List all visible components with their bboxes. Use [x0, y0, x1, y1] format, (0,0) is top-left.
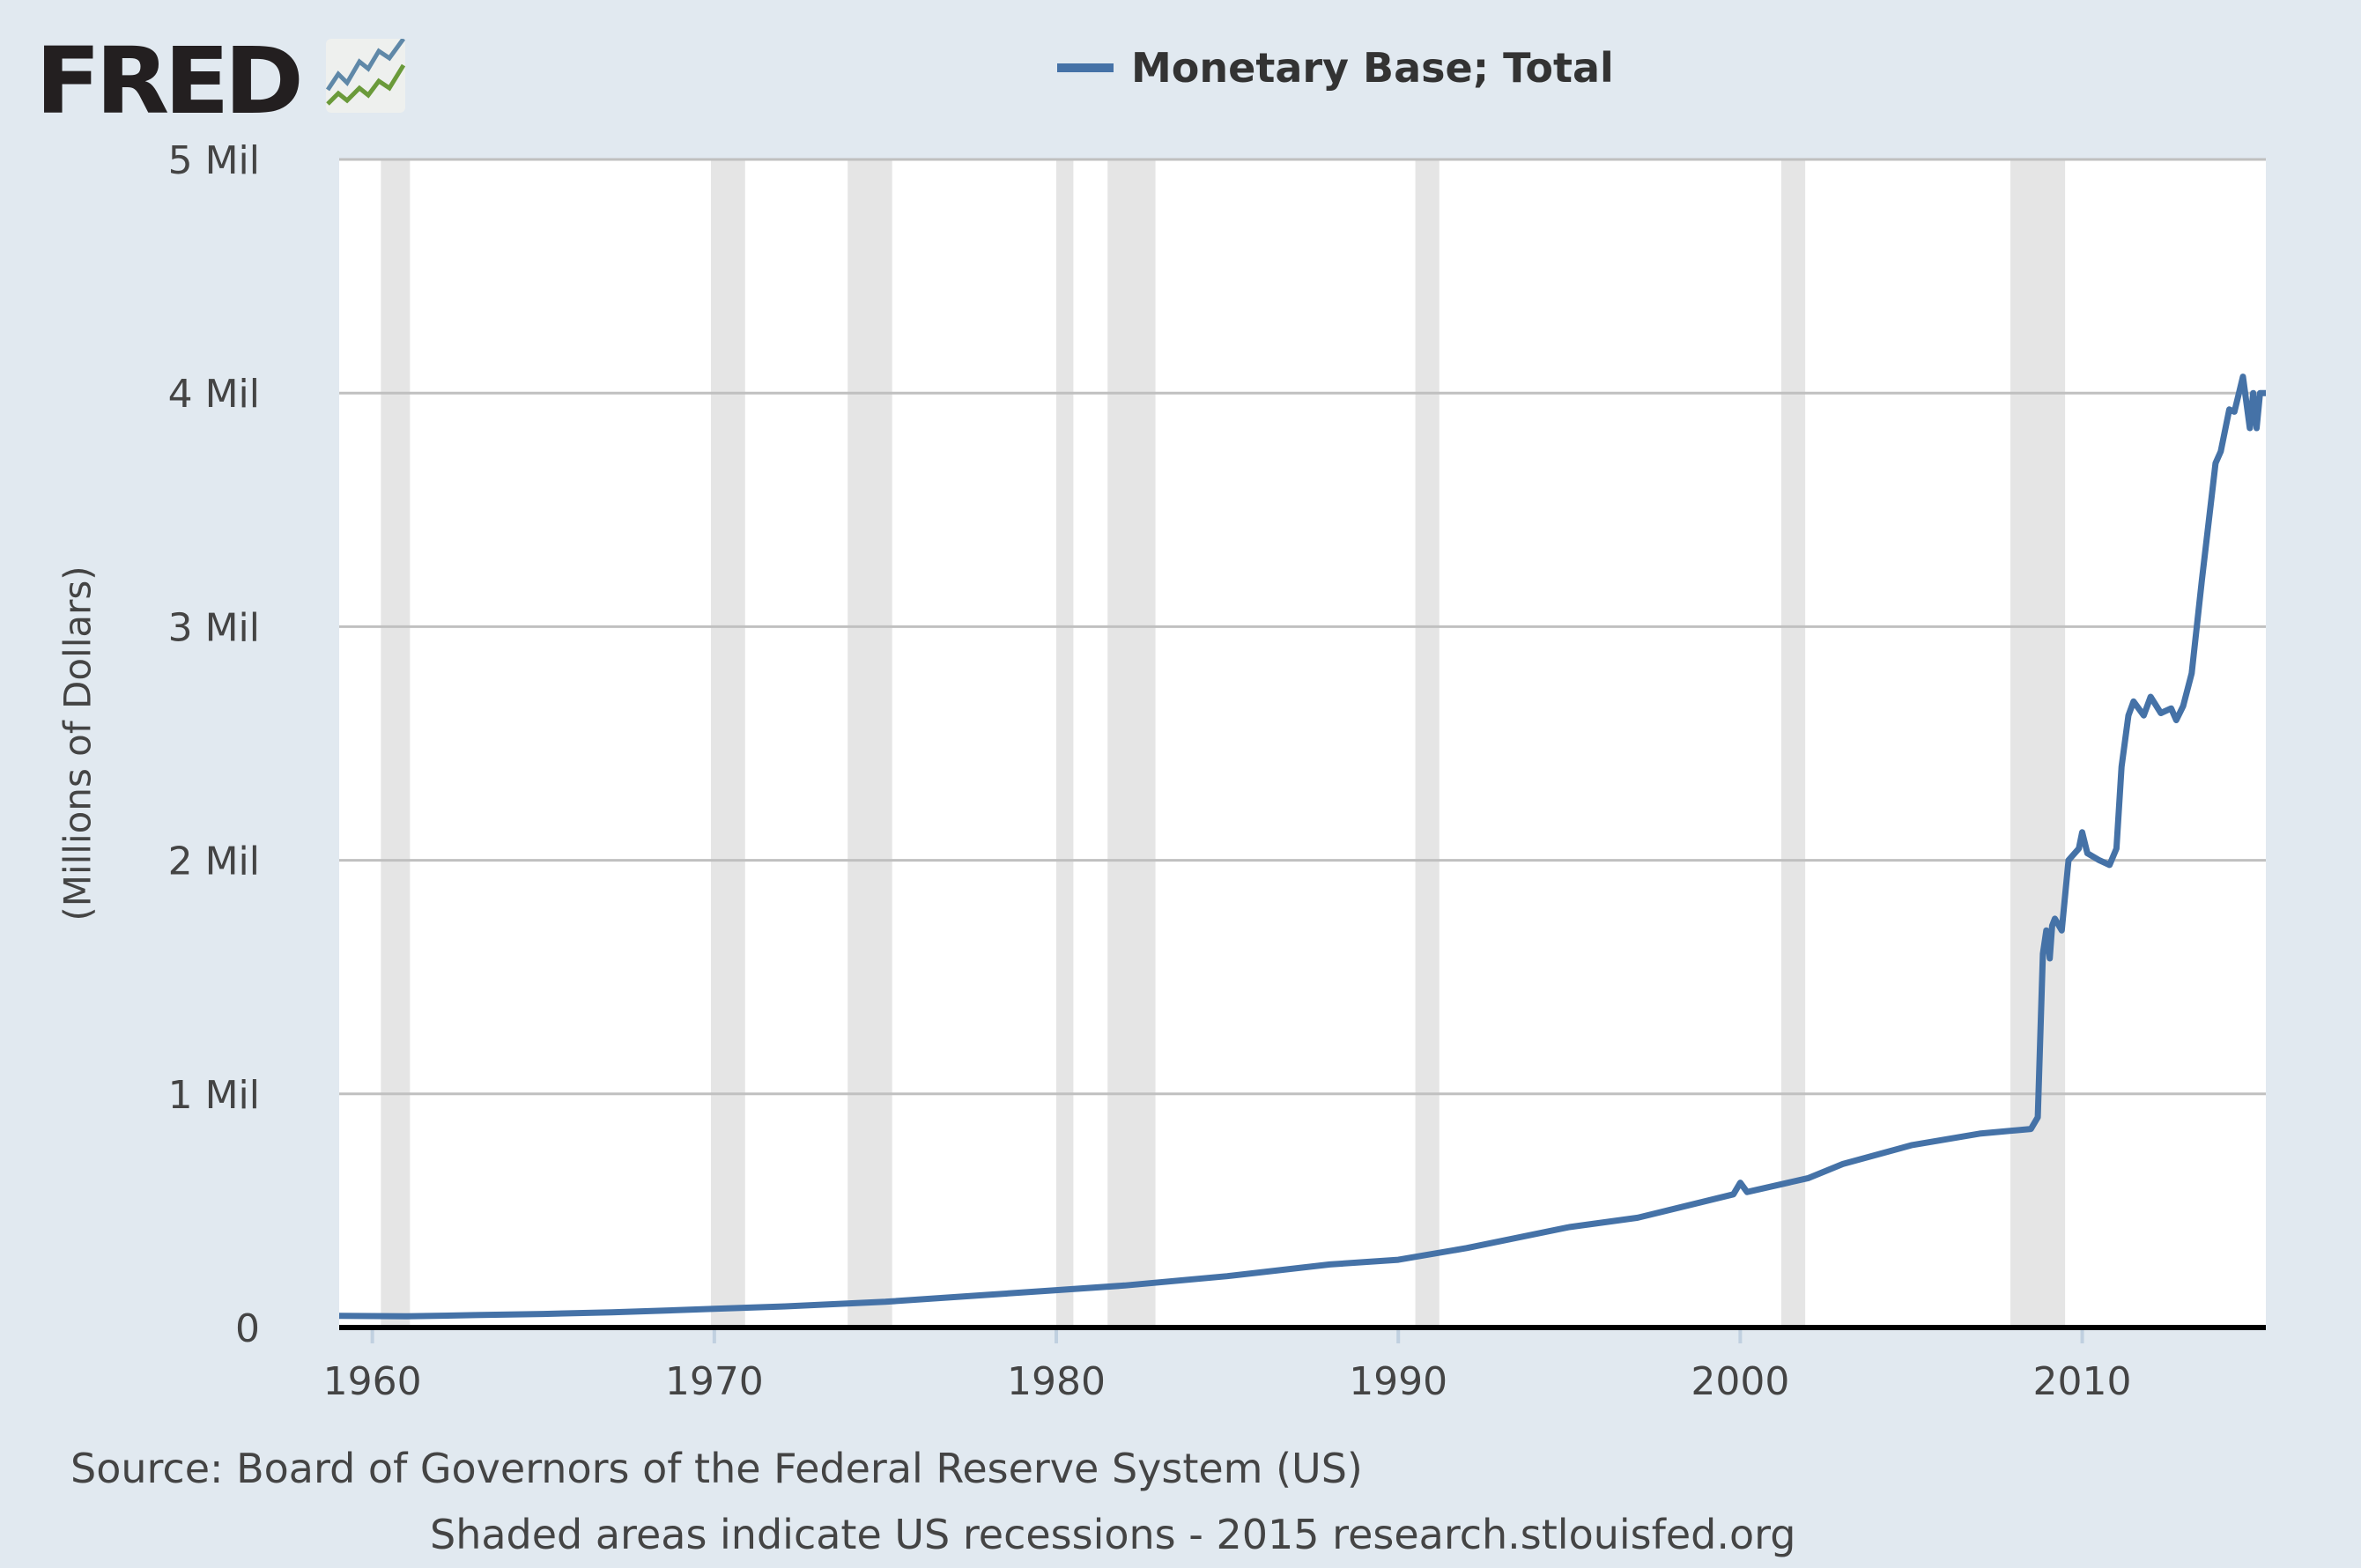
fred-chart-icon	[326, 39, 405, 113]
plot-area	[339, 159, 2266, 1328]
x-tick-label: 1970	[665, 1359, 764, 1404]
legend-swatch	[1057, 63, 1114, 72]
fred-logo-text: FRED	[35, 27, 304, 135]
x-tick-label: 2010	[2033, 1359, 2132, 1404]
y-tick-label: 3 Mil	[168, 605, 260, 650]
recession-band	[710, 159, 745, 1328]
y-tick-label: 5 Mil	[168, 138, 260, 183]
recession-band	[2010, 159, 2066, 1328]
recession-band	[1107, 159, 1156, 1328]
y-tick-label: 2 Mil	[168, 839, 260, 884]
x-tick-label: 1980	[1007, 1359, 1106, 1404]
x-tick-label: 1990	[1349, 1359, 1447, 1404]
recession-band	[1056, 159, 1074, 1328]
y-tick-label: 1 Mil	[168, 1073, 260, 1118]
recession-note: Shaded areas indicate US recessions - 20…	[430, 1511, 1796, 1558]
y-tick-label: 0	[235, 1306, 260, 1351]
series-line-monetary-base	[338, 374, 2266, 1320]
y-axis-label: (Millions of Dollars)	[56, 566, 100, 921]
recession-band	[1415, 159, 1440, 1328]
recession-band	[847, 159, 892, 1328]
recession-band	[381, 159, 411, 1328]
source-note: Source: Board of Governors of the Federa…	[70, 1445, 1363, 1492]
recession-band	[1780, 159, 1806, 1328]
x-tick-label: 2000	[1691, 1359, 1789, 1404]
legend-label: Monetary Base; Total	[1131, 44, 1614, 92]
x-tick-label: 1960	[323, 1359, 422, 1404]
chart-legend: Monetary Base; Total	[1057, 44, 1614, 92]
y-tick-label: 4 Mil	[168, 372, 260, 417]
